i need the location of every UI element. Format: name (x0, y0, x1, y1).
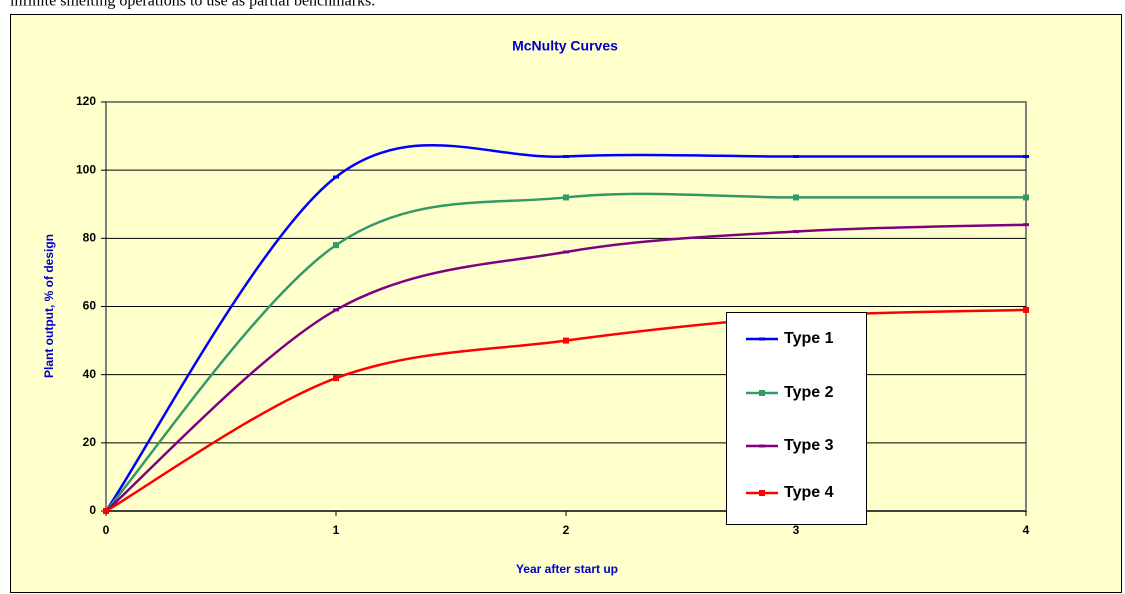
data-point (333, 308, 339, 312)
legend-marker (759, 490, 765, 496)
legend-label: Type 4 (784, 484, 834, 501)
x-tick-label: 3 (793, 523, 800, 537)
data-point (1023, 306, 1029, 313)
data-point (103, 508, 109, 514)
y-tick-label: 60 (83, 299, 97, 313)
x-tick-label: 1 (333, 523, 340, 537)
data-point (793, 155, 799, 159)
x-tick-label: 4 (1023, 523, 1030, 537)
legend-marker (759, 390, 765, 396)
chart-title: McNulty Curves (512, 38, 618, 54)
legend-label: Type 1 (784, 330, 834, 347)
y-tick-label: 120 (76, 94, 96, 108)
text-above: infinite smelting operations to use as p… (10, 0, 375, 10)
y-tick-label: 100 (76, 162, 96, 176)
series-line (104, 143, 1026, 512)
data-point (333, 242, 339, 249)
y-tick-label: 0 (89, 503, 96, 517)
series-line (105, 192, 1026, 512)
y-tick-label: 40 (83, 367, 97, 381)
data-point (1023, 194, 1029, 201)
data-point (793, 230, 799, 234)
x-tick-label: 0 (103, 523, 110, 537)
data-point (333, 375, 339, 382)
grid: 0 20 40 60 80 100 120 0 1 2 3 4 (76, 94, 1030, 537)
legend (726, 312, 867, 525)
legend-marker (759, 444, 765, 448)
legend-label: Type 3 (784, 437, 834, 454)
x-axis-label: Year after start up (516, 562, 618, 576)
data-point (563, 194, 569, 201)
x-tick-label: 2 (563, 523, 570, 537)
legend-label: Type 2 (784, 384, 834, 401)
data-point (563, 155, 569, 159)
data-point (563, 250, 569, 254)
legend-entries: Type 1 Type 2 Type 3 Type 4 (746, 330, 834, 501)
data-point (1023, 223, 1029, 227)
data-point (563, 337, 569, 344)
y-axis-label: Plant output, % of design (42, 234, 56, 378)
y-tick-label: 20 (83, 435, 97, 449)
data-point (793, 194, 799, 201)
data-point (333, 175, 339, 179)
data-point (1023, 155, 1029, 159)
y-tick-label: 80 (83, 231, 97, 245)
series-group (103, 143, 1029, 514)
legend-marker (759, 337, 765, 341)
